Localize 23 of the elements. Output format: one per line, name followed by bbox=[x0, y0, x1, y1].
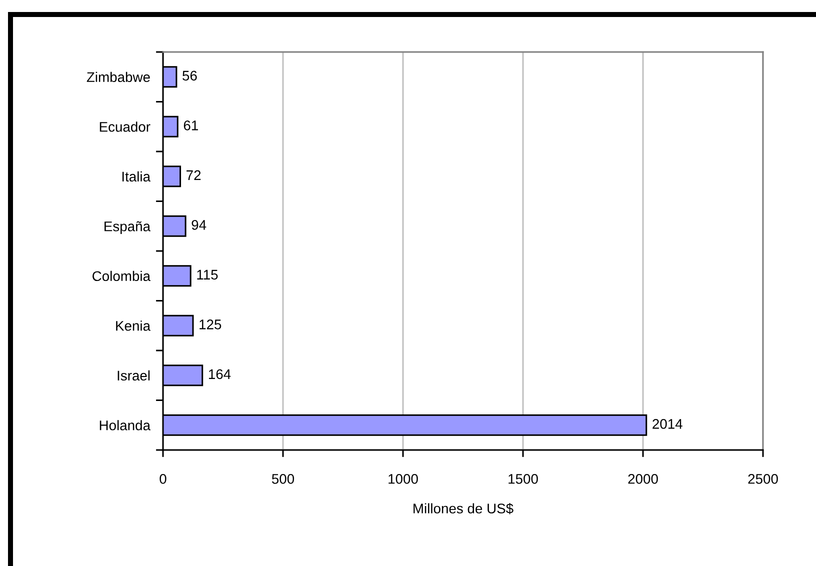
y-tick-label: España bbox=[104, 221, 150, 234]
data-label: 164 bbox=[208, 369, 231, 380]
x-tick-label: 2000 bbox=[628, 474, 658, 484]
y-tick-label: Zimbabwe bbox=[86, 72, 150, 82]
x-tick-label: 2500 bbox=[748, 474, 778, 484]
y-tick-label: Holanda bbox=[100, 420, 151, 430]
data-label: 56 bbox=[182, 70, 197, 81]
data-label: 72 bbox=[186, 170, 201, 180]
data-label: 125 bbox=[200, 320, 222, 330]
data-label: 94 bbox=[192, 220, 206, 230]
data-label: 61 bbox=[184, 120, 198, 130]
x-tick-label: 0 bbox=[160, 474, 166, 484]
y-tick-label: Colombia bbox=[92, 270, 150, 282]
y-tick-label: Israel bbox=[118, 370, 150, 381]
x-tick-label: 1500 bbox=[508, 474, 538, 484]
x-tick-label: 1000 bbox=[388, 474, 418, 484]
y-tick-label: Kenia bbox=[116, 320, 150, 331]
data-label: 2014 bbox=[652, 419, 682, 429]
x-axis-title: Millones de US$ bbox=[414, 503, 514, 514]
y-tick-label: Ecuador bbox=[100, 122, 150, 132]
data-label: 115 bbox=[197, 270, 218, 280]
y-tick-label: Italia bbox=[122, 171, 150, 182]
x-tick-label: 500 bbox=[272, 474, 294, 484]
